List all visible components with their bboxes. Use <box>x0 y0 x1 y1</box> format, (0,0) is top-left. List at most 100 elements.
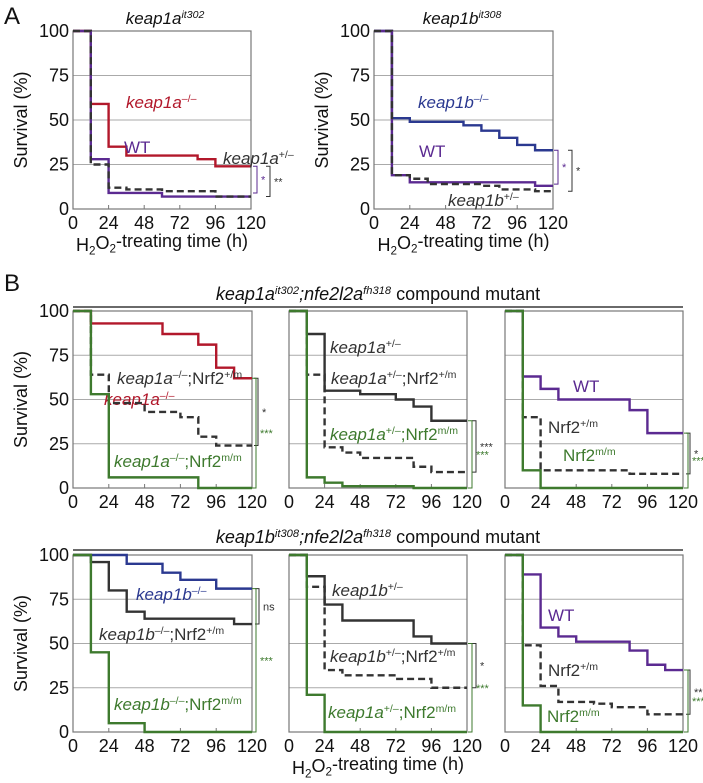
series-label-part: keap1b <box>136 585 192 604</box>
series-label-part: keap1b <box>332 581 388 600</box>
series-label-part: –/– <box>173 369 188 381</box>
series-label: WT <box>124 138 150 157</box>
significance-bracket <box>684 432 689 489</box>
plot-frame <box>72 310 253 489</box>
series-label-part: m/m <box>436 703 457 715</box>
series-label-part: +/– <box>386 338 401 350</box>
significance-label: *** <box>260 428 274 440</box>
group-title-part: compound mutant <box>391 527 540 547</box>
group-title-part: it308 <box>275 528 300 540</box>
y-tick-label: 25 <box>49 155 69 175</box>
y-axis-label: Survival (%) <box>11 595 31 692</box>
series-label-part: –/– <box>474 93 489 105</box>
x-tick-label: 120 <box>452 492 482 512</box>
survival-curve <box>505 309 683 435</box>
series-label-part: ;Nrf2 <box>401 647 438 666</box>
x-tick-label: 96 <box>637 492 657 512</box>
survival-curve <box>289 553 467 734</box>
significance-label: * <box>261 175 266 187</box>
series-label: keap1a+/–;Nrf2m/m <box>328 703 456 722</box>
group-title-part: ;nfe2l2a <box>299 284 363 304</box>
series-label-part: –/– <box>160 390 175 402</box>
series-label-part: keap1a <box>331 369 387 388</box>
y-tick-label: 25 <box>49 678 69 698</box>
survival-curve <box>505 553 683 716</box>
series-label-part: keap1a <box>126 93 182 112</box>
significance-label: * <box>576 166 581 178</box>
significance-bracket <box>255 588 260 625</box>
x-tick-label: 120 <box>668 736 698 756</box>
y-axis-label: Survival (%) <box>11 71 31 168</box>
survival-curve <box>289 309 467 422</box>
significance-label: ** <box>274 176 283 188</box>
plot-frame <box>373 30 554 210</box>
series-label-part: ;Nrf2 <box>401 425 438 444</box>
significance-label: *** <box>476 449 490 461</box>
series-label: WT <box>548 606 574 625</box>
series-label-part: +/– <box>388 581 403 593</box>
x-tick-label: 72 <box>170 213 190 233</box>
series-label-part: +/– <box>384 703 399 715</box>
series-label: keap1b–/–;Nrf2+/m <box>99 625 224 644</box>
series-label-part: Nrf2 <box>548 661 580 680</box>
group-title-part: fh318 <box>363 528 392 540</box>
x-axis-label-part: 2 <box>325 766 332 779</box>
y-axis-label: Survival (%) <box>312 71 332 168</box>
series-label-part: –/– <box>192 585 207 597</box>
chart-title-part: it308 <box>478 9 501 21</box>
x-tick-label: 48 <box>350 736 370 756</box>
series-label: keap1b+/– <box>448 191 519 210</box>
panel-letter-a: A <box>4 3 20 30</box>
series-label-part: ;Nrf2 <box>402 369 439 388</box>
significance-label: ns <box>263 601 275 613</box>
series-label-part: Nrf2 <box>563 446 595 465</box>
x-tick-label: 120 <box>237 736 267 756</box>
plot-frame <box>72 30 252 210</box>
x-tick-label: 24 <box>99 213 119 233</box>
series-label-part: keap1a <box>114 452 170 471</box>
y-tick-label: 100 <box>39 21 69 41</box>
x-tick-label: 48 <box>135 492 155 512</box>
survival-curve <box>505 309 683 490</box>
series-label: keap1b–/–;Nrf2m/m <box>114 695 242 714</box>
x-tick-label: 96 <box>421 736 441 756</box>
significance-bracket <box>568 149 573 192</box>
significance-label: ** <box>694 687 703 699</box>
y-tick-label: 25 <box>49 434 69 454</box>
x-axis-label-part: O <box>311 756 325 776</box>
y-tick-label: 0 <box>360 199 370 219</box>
series-label-part: +/m <box>224 369 242 381</box>
significance-bracket <box>468 643 473 733</box>
x-axis-label-part: H <box>292 758 305 778</box>
x-tick-label: 120 <box>236 213 266 233</box>
x-tick-label: 72 <box>602 736 622 756</box>
x-tick-label: 0 <box>68 492 78 512</box>
x-axis-label-part: O <box>95 233 109 253</box>
series-label-part: m/m <box>579 707 600 719</box>
x-tick-label: 120 <box>538 213 568 233</box>
series-label: Nrf2+/m <box>548 418 598 437</box>
survival-curve <box>73 29 251 198</box>
x-axis-label-part: H <box>76 235 89 255</box>
significance-bracket <box>472 643 477 689</box>
x-tick-label: 96 <box>507 213 527 233</box>
series-label-part: +/– <box>504 191 519 203</box>
x-axis-label-part: -treating time (h) <box>116 231 248 251</box>
series-label-part: +/– <box>386 425 401 437</box>
series-label-part: keap1b <box>99 625 155 644</box>
series-label-part: keap1a <box>223 149 279 168</box>
x-tick-label: 24 <box>99 492 119 512</box>
x-tick-label: 24 <box>315 736 335 756</box>
series-label-part: +/m <box>580 661 598 673</box>
significance-label: *** <box>476 683 490 695</box>
x-tick-label: 72 <box>471 213 491 233</box>
survival-curve <box>374 29 553 193</box>
significance-bracket <box>253 165 258 194</box>
survival-curve <box>289 309 467 474</box>
group-title-part: ;nfe2l2a <box>299 527 363 547</box>
chart-B-1a-homo: 0 24 48 72 96 120 0 25 50 75 100 Survival (%) keap1a… <box>11 301 274 512</box>
